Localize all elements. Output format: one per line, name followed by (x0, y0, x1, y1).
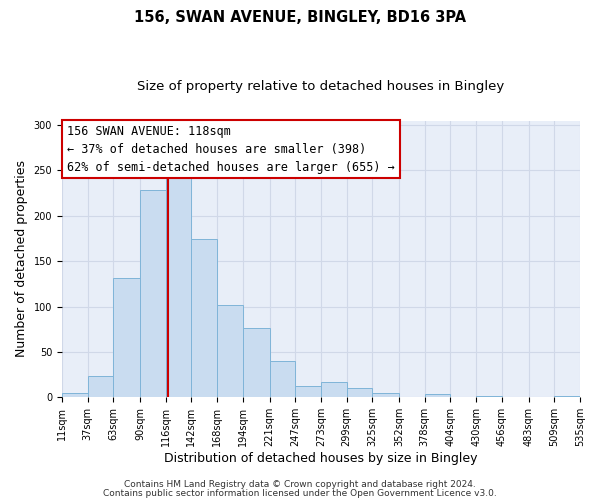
Bar (554, 396, 580, 398)
Text: 156, SWAN AVENUE, BINGLEY, BD16 3PA: 156, SWAN AVENUE, BINGLEY, BD16 3PA (134, 10, 466, 25)
Bar (191, 240, 217, 398)
Bar (140, 190, 166, 398)
Bar (373, 393, 399, 398)
Bar (269, 361, 295, 398)
Text: 156 SWAN AVENUE: 118sqm
← 37% of detached houses are smaller (398)
62% of semi-d: 156 SWAN AVENUE: 118sqm ← 37% of detache… (67, 124, 395, 174)
Bar (425, 394, 451, 398)
Bar (321, 382, 347, 398)
Bar (295, 386, 321, 398)
Bar (476, 396, 502, 398)
Bar (113, 278, 140, 398)
Bar (347, 388, 373, 398)
Text: Contains public sector information licensed under the Open Government Licence v3: Contains public sector information licen… (103, 488, 497, 498)
Bar (88, 376, 113, 398)
Text: Contains HM Land Registry data © Crown copyright and database right 2024.: Contains HM Land Registry data © Crown c… (124, 480, 476, 489)
Y-axis label: Number of detached properties: Number of detached properties (15, 160, 28, 358)
Title: Size of property relative to detached houses in Bingley: Size of property relative to detached ho… (137, 80, 505, 93)
Bar (243, 328, 269, 398)
Bar (62, 393, 88, 398)
X-axis label: Distribution of detached houses by size in Bingley: Distribution of detached houses by size … (164, 452, 478, 465)
Bar (217, 305, 243, 398)
Bar (166, 174, 191, 398)
